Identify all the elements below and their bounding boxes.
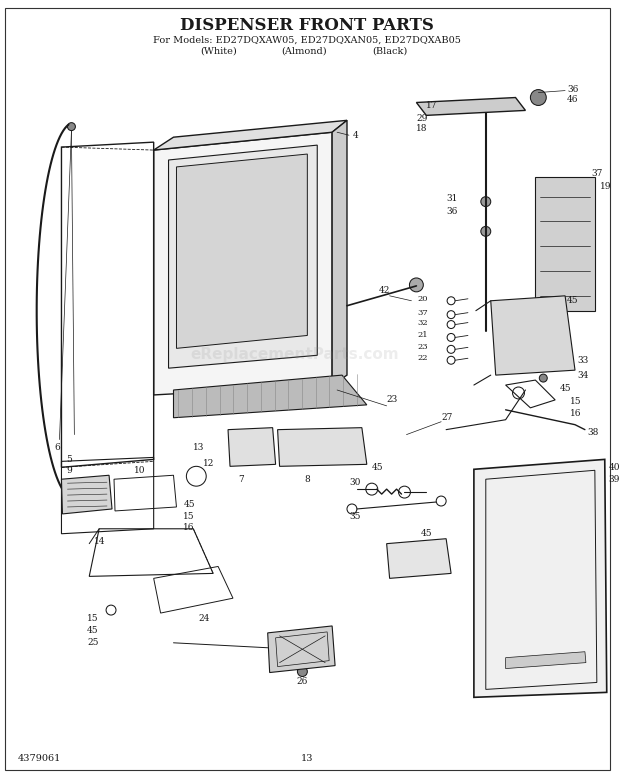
Text: (White): (White) (200, 47, 237, 55)
Polygon shape (387, 538, 451, 578)
Text: 16: 16 (184, 524, 195, 532)
Text: 18: 18 (417, 124, 428, 133)
Text: 9: 9 (66, 466, 72, 475)
Text: 37: 37 (591, 170, 602, 178)
Text: 4: 4 (353, 131, 359, 140)
Text: 4379061: 4379061 (18, 755, 61, 763)
Text: 46: 46 (567, 95, 578, 104)
Circle shape (298, 667, 308, 677)
Text: 36: 36 (446, 207, 458, 216)
Text: 8: 8 (304, 475, 310, 484)
Text: 40: 40 (609, 463, 620, 471)
Polygon shape (268, 626, 335, 672)
Text: eReplacementParts.com: eReplacementParts.com (191, 347, 399, 362)
Text: 45: 45 (184, 500, 195, 510)
Polygon shape (474, 459, 607, 697)
Text: 6: 6 (55, 443, 60, 452)
Text: 23: 23 (418, 343, 428, 352)
Text: 36: 36 (567, 85, 578, 94)
Text: (Black): (Black) (373, 47, 408, 55)
Text: For Models: ED27DQXAW05, ED27DQXAN05, ED27DQXAB05: For Models: ED27DQXAW05, ED27DQXAN05, ED… (153, 36, 461, 44)
Text: 42: 42 (379, 286, 390, 296)
Circle shape (481, 197, 491, 207)
Text: 15: 15 (87, 614, 99, 622)
Text: 45: 45 (87, 626, 99, 636)
Text: 45: 45 (560, 384, 572, 393)
Polygon shape (177, 154, 308, 349)
Text: 35: 35 (349, 513, 360, 521)
Text: 20: 20 (418, 295, 428, 303)
Text: 17: 17 (427, 101, 438, 110)
Circle shape (68, 123, 76, 131)
Text: 15: 15 (570, 398, 582, 406)
Text: 21: 21 (418, 331, 428, 339)
Polygon shape (228, 428, 276, 466)
Text: 45: 45 (567, 296, 578, 305)
Text: 30: 30 (349, 478, 360, 487)
Text: 14: 14 (94, 537, 105, 546)
Text: 13: 13 (301, 755, 314, 763)
Circle shape (481, 226, 491, 237)
Text: DISPENSER FRONT PARTS: DISPENSER FRONT PARTS (180, 16, 434, 33)
Text: 31: 31 (446, 194, 458, 203)
Text: 38: 38 (587, 428, 598, 437)
Text: 7: 7 (238, 475, 244, 484)
Text: 37: 37 (417, 309, 428, 317)
Text: 33: 33 (577, 356, 588, 365)
Polygon shape (278, 428, 367, 466)
Text: (Almond): (Almond) (281, 47, 327, 55)
Polygon shape (417, 97, 525, 115)
Text: 22: 22 (418, 354, 428, 363)
Text: 45: 45 (420, 529, 432, 538)
Text: 23: 23 (387, 395, 398, 405)
Circle shape (530, 89, 546, 106)
Text: 29: 29 (417, 114, 428, 123)
Text: 10: 10 (134, 466, 145, 475)
Text: 34: 34 (577, 370, 588, 380)
Text: 27: 27 (441, 413, 453, 422)
Polygon shape (506, 652, 586, 668)
Circle shape (238, 240, 262, 263)
Circle shape (539, 374, 547, 382)
Polygon shape (154, 121, 347, 150)
Polygon shape (332, 121, 347, 385)
Text: 25: 25 (87, 638, 99, 647)
Text: 16: 16 (570, 409, 582, 419)
Text: 15: 15 (184, 513, 195, 521)
Text: 26: 26 (297, 677, 308, 686)
Text: 5: 5 (66, 455, 73, 464)
Polygon shape (491, 296, 575, 375)
Text: 32: 32 (418, 318, 428, 327)
Polygon shape (535, 177, 595, 310)
Text: 24: 24 (198, 614, 210, 622)
Polygon shape (61, 475, 112, 514)
Text: 12: 12 (203, 459, 215, 468)
Text: 19: 19 (600, 182, 611, 191)
Polygon shape (174, 375, 367, 418)
Polygon shape (169, 145, 317, 368)
Text: 45: 45 (372, 463, 383, 471)
Polygon shape (154, 132, 332, 395)
Circle shape (409, 278, 423, 292)
Text: 13: 13 (193, 443, 205, 452)
Text: 39: 39 (609, 475, 620, 484)
